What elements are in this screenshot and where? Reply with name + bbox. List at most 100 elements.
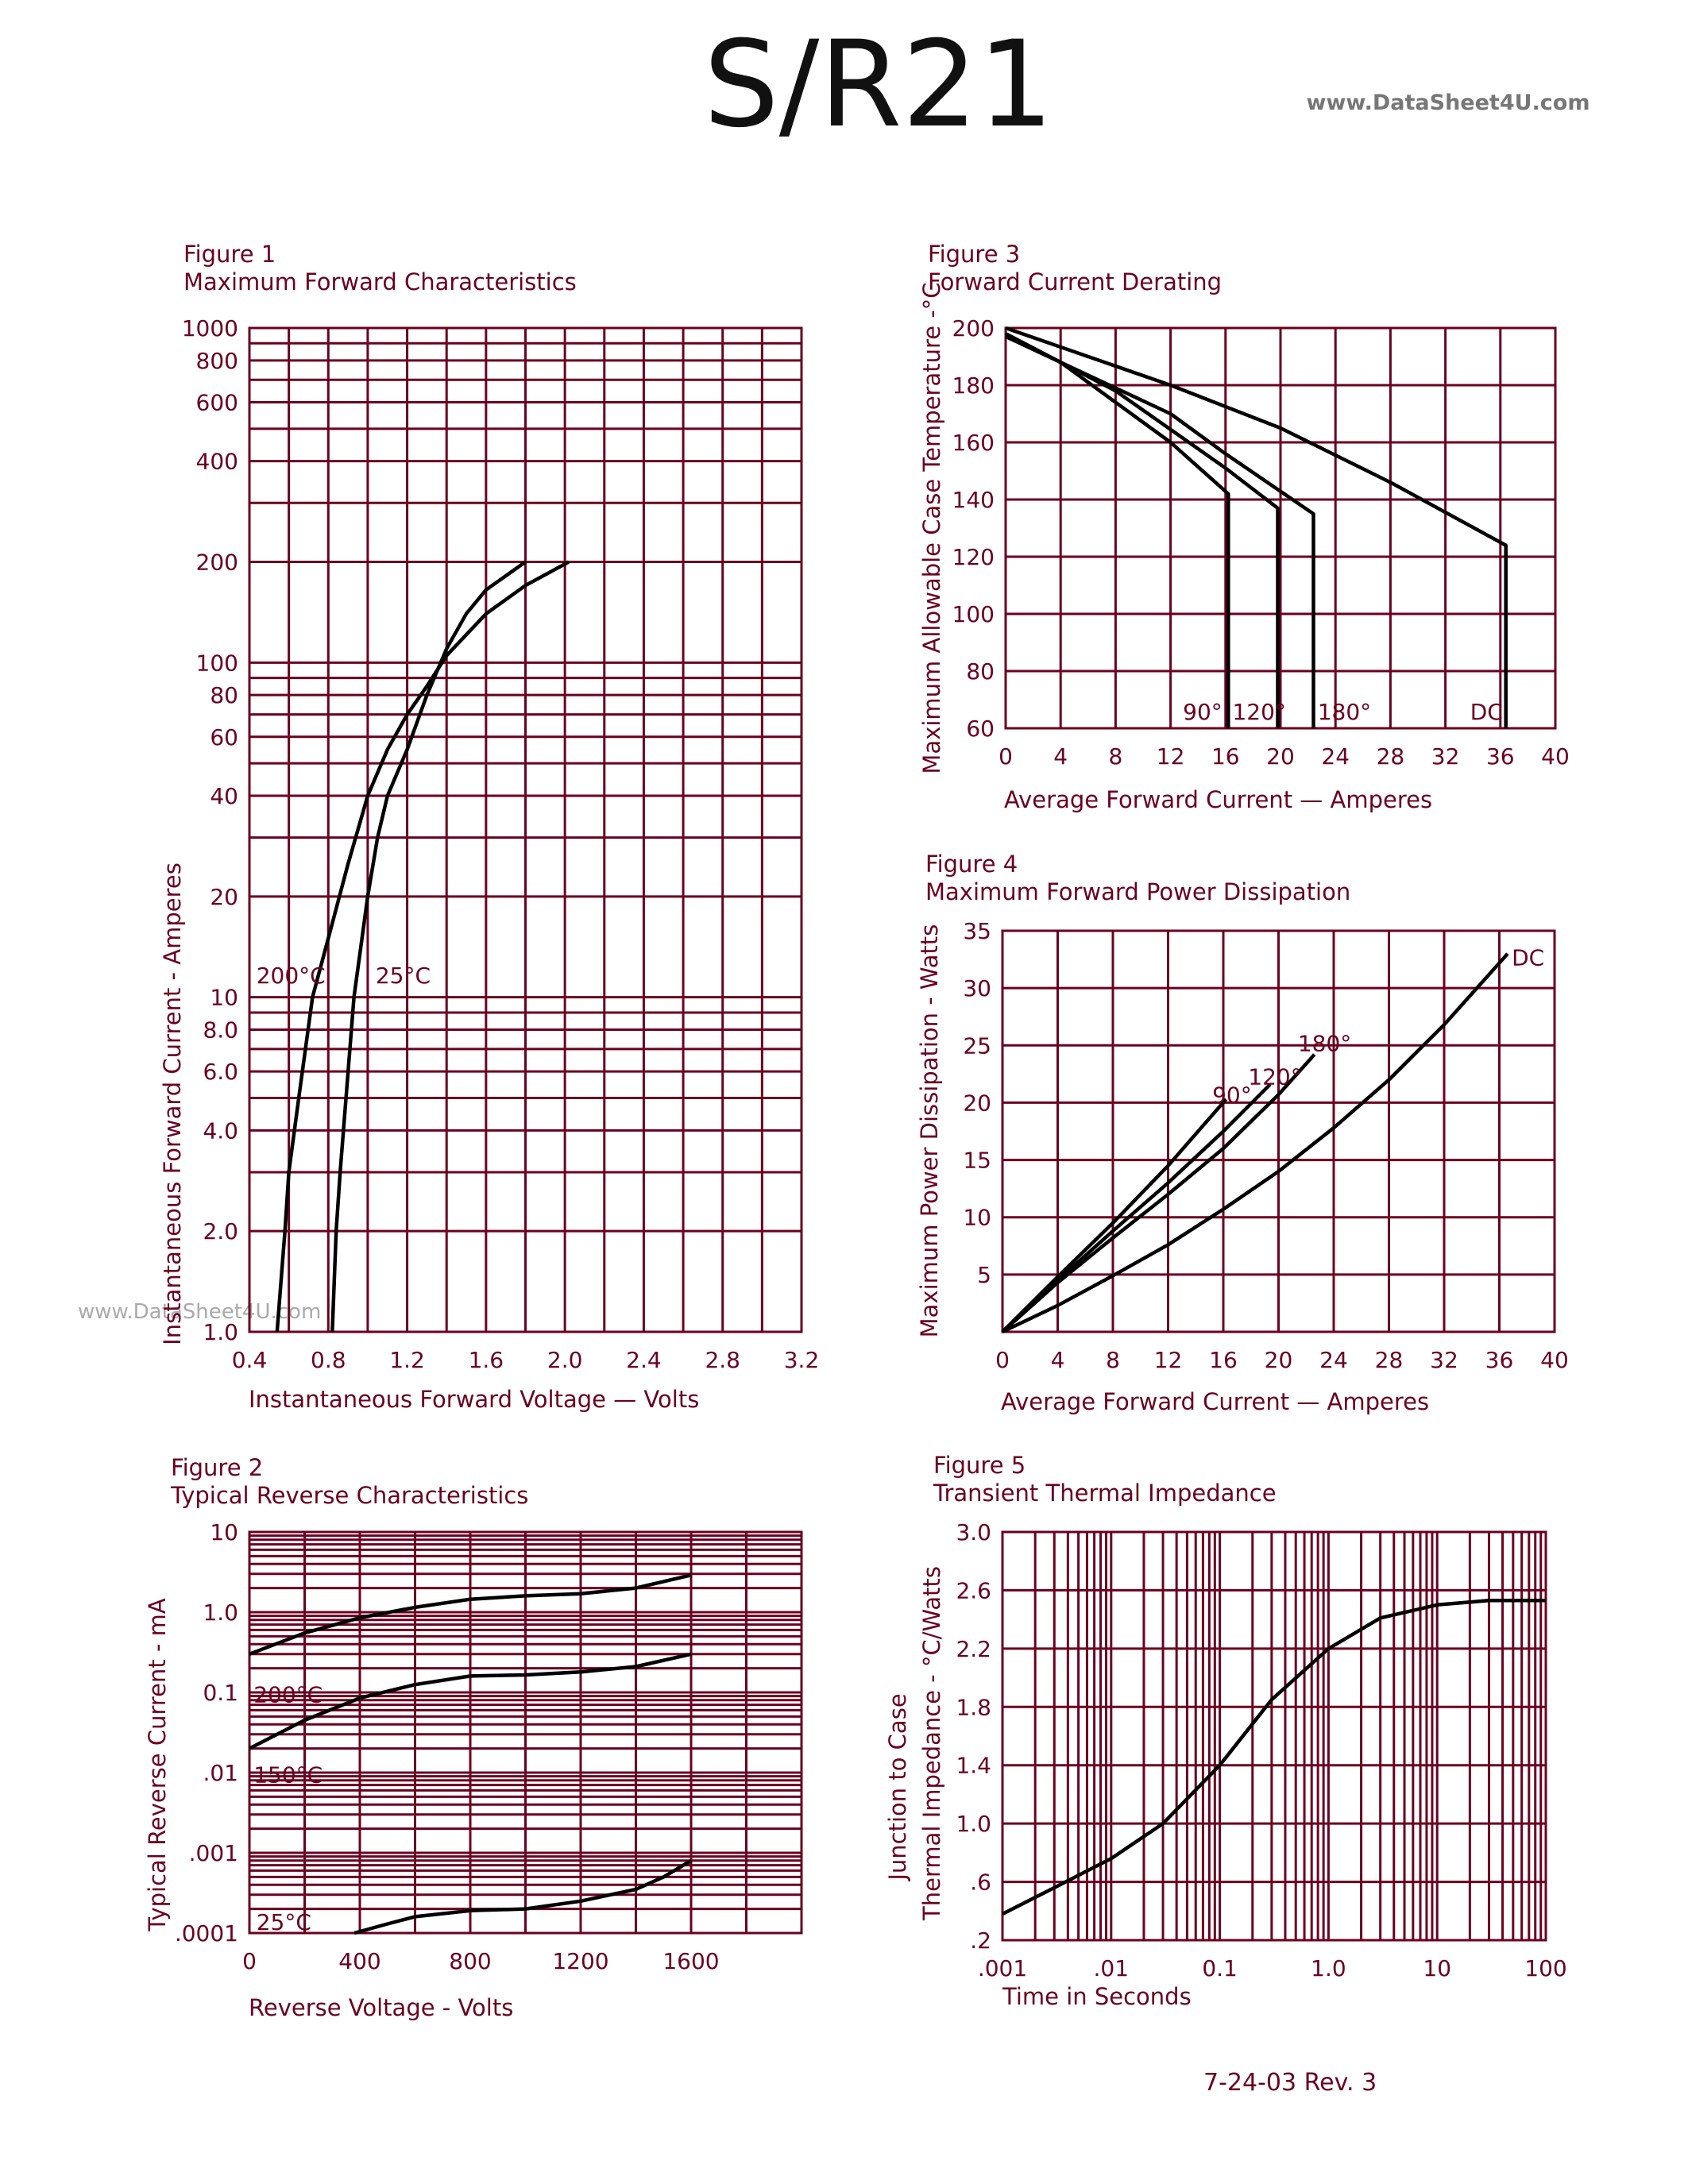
y-tick-label: 10 xyxy=(963,1205,991,1231)
y-axis-label: Junction to Case xyxy=(884,1693,911,1881)
y-tick-label: 80 xyxy=(210,682,238,708)
y-tick-label: 2.0 xyxy=(203,1218,238,1244)
x-tick-label: 3.2 xyxy=(784,1347,820,1373)
y-tick-label: 4.0 xyxy=(203,1117,238,1144)
y-tick-label: 60 xyxy=(210,724,238,751)
figure-number: Figure 4 xyxy=(925,851,1018,878)
side-watermark: www.DataSheet4U.com xyxy=(78,1300,321,1324)
fig4-grid xyxy=(1001,929,1556,1333)
series-line-120 xyxy=(1004,332,1280,728)
x-axis-label: Instantaneous Forward Voltage — Volts xyxy=(249,1386,699,1413)
figure-number: Figure 2 xyxy=(171,1454,263,1481)
y-tick-label: 1.4 xyxy=(956,1753,991,1779)
y-tick-label: 60 xyxy=(966,716,995,742)
x-tick-label: 12 xyxy=(1157,743,1185,770)
y-tick-label: 1.8 xyxy=(956,1694,991,1720)
fig2-grid xyxy=(248,1530,803,1935)
y-tick-label: 800 xyxy=(196,348,238,374)
figure-number: Figure 5 xyxy=(933,1452,1026,1479)
x-tick-label: 24 xyxy=(1321,743,1350,770)
y-tick-label: 200 xyxy=(196,549,238,575)
chart-title: Maximum Forward Characteristics xyxy=(183,268,577,295)
y-tick-label: 600 xyxy=(196,389,238,415)
curve-label: 25°C xyxy=(257,1909,311,1935)
y-axis-label: Maximum Allowable Case Temperature -°C xyxy=(918,282,945,774)
curve-label: DC xyxy=(1470,699,1503,725)
series-line-90 xyxy=(1001,1098,1228,1333)
y-tick-label: 160 xyxy=(952,430,995,456)
x-tick-label: 32 xyxy=(1430,1347,1458,1373)
y-axis-label: Typical Reverse Current - mA xyxy=(144,1598,171,1932)
y-tick-label: 180 xyxy=(952,372,995,399)
chart-title: Transient Thermal Impedance xyxy=(933,1480,1277,1507)
series-line-180 xyxy=(1001,1053,1316,1333)
chart-title: Maximum Forward Power Dissipation xyxy=(925,878,1350,905)
series-line-25C xyxy=(353,1858,693,1935)
charts: 0.4 0.8 1.2 1.6 2.0 2.4 2.8 3.21.02.04.06.08.01… xyxy=(144,241,1570,2021)
x-tick-label: 0.4 xyxy=(232,1347,268,1373)
x-tick-label: 1.2 xyxy=(389,1347,425,1373)
fig5-chart: .001 .01 0.1 1.0 10 100 .2 .6 1.0 1.4 1.8 2.2 2.6 3.0… xyxy=(884,1452,1567,2010)
curve-label: 180° xyxy=(1298,1031,1351,1057)
y-axis-label: Maximum Power Dissipation - Watts xyxy=(916,924,943,1338)
y-tick-label: 400 xyxy=(196,449,238,475)
x-axis-label: Time in Seconds xyxy=(1002,1983,1192,2010)
x-tick-label: 28 xyxy=(1377,743,1405,770)
y-tick-label: 35 xyxy=(963,918,991,944)
y-tick-label: .6 xyxy=(970,1870,991,1896)
y-tick-label: 1.0 xyxy=(956,1811,991,1837)
x-axis-label: Average Forward Current — Amperes xyxy=(1004,786,1432,813)
y-tick-label: 1000 xyxy=(182,315,238,341)
y-tick-label: 0.1 xyxy=(203,1680,238,1706)
curve-label: DC xyxy=(1512,944,1544,970)
curve-label: 180° xyxy=(1318,699,1371,725)
x-tick-label: 12 xyxy=(1154,1347,1183,1373)
x-tick-label: .001 xyxy=(978,1955,1027,1981)
y-tick-label: 40 xyxy=(210,783,238,809)
y-tick-label: 100 xyxy=(196,650,238,676)
x-tick-label: 40 xyxy=(1540,1347,1569,1373)
y-tick-label: 25 xyxy=(963,1032,991,1059)
x-tick-label: 0.8 xyxy=(311,1347,346,1373)
figure-number: Figure 1 xyxy=(183,241,276,268)
y-tick-label: .2 xyxy=(970,1927,991,1954)
x-tick-label: 8 xyxy=(1106,1347,1120,1373)
curve-label: 120° xyxy=(1232,699,1285,725)
y-tick-label: 10 xyxy=(210,985,238,1011)
x-tick-label: 10 xyxy=(1423,1955,1451,1981)
x-tick-label: 32 xyxy=(1431,743,1460,770)
y-tick-label: 80 xyxy=(966,658,995,685)
chart-title: Typical Reverse Characteristics xyxy=(170,1482,528,1509)
y-tick-label: 2.6 xyxy=(956,1577,991,1603)
y-tick-label: 20 xyxy=(210,884,238,910)
y-tick-label: 8.0 xyxy=(203,1017,238,1043)
fig2-chart: 0 400 800 1200 1600 .0001 .001 .01 0.1 1.0 10 200°C… xyxy=(144,1454,803,2021)
y-tick-label: 140 xyxy=(952,487,995,513)
x-tick-label: 20 xyxy=(1266,743,1295,770)
figure-number: Figure 3 xyxy=(928,241,1020,268)
x-tick-label: 1200 xyxy=(552,1948,608,1974)
curve-label: 200°C xyxy=(253,1682,323,1708)
x-tick-label: 1.0 xyxy=(1311,1955,1346,1981)
footer-date-revision: 7-24-03 Rev. 3 xyxy=(1203,2069,1377,2097)
curve-label: 150°C xyxy=(253,1762,323,1788)
y-tick-label: 1.0 xyxy=(203,1319,238,1345)
series-line-curve0 xyxy=(1001,1599,1546,1916)
y-tick-label: 200 xyxy=(952,315,995,341)
x-tick-label: 4 xyxy=(1051,1347,1065,1373)
curve-label: 120° xyxy=(1248,1063,1301,1090)
y-tick-label: 2.2 xyxy=(956,1636,991,1662)
fig1-grid xyxy=(248,326,803,1333)
fig5-grid xyxy=(1001,1530,1547,1942)
fig1-chart: 0.4 0.8 1.2 1.6 2.0 2.4 2.8 3.2 1.0 2.0 4.0 6.0 8.0 1… xyxy=(159,241,819,1413)
series-line-DC xyxy=(1002,952,1509,1334)
x-tick-label: 0.1 xyxy=(1202,1955,1238,1981)
x-tick-label: 100 xyxy=(1524,1955,1566,1981)
y-tick-label: 30 xyxy=(963,975,991,1001)
series-line-DC xyxy=(1005,326,1508,728)
x-tick-label: 400 xyxy=(338,1948,380,1974)
x-tick-label: 28 xyxy=(1375,1347,1404,1373)
page-title: S/R21 xyxy=(704,16,1054,154)
x-tick-label: 20 xyxy=(1265,1347,1293,1373)
y-tick-label: 20 xyxy=(963,1090,991,1116)
